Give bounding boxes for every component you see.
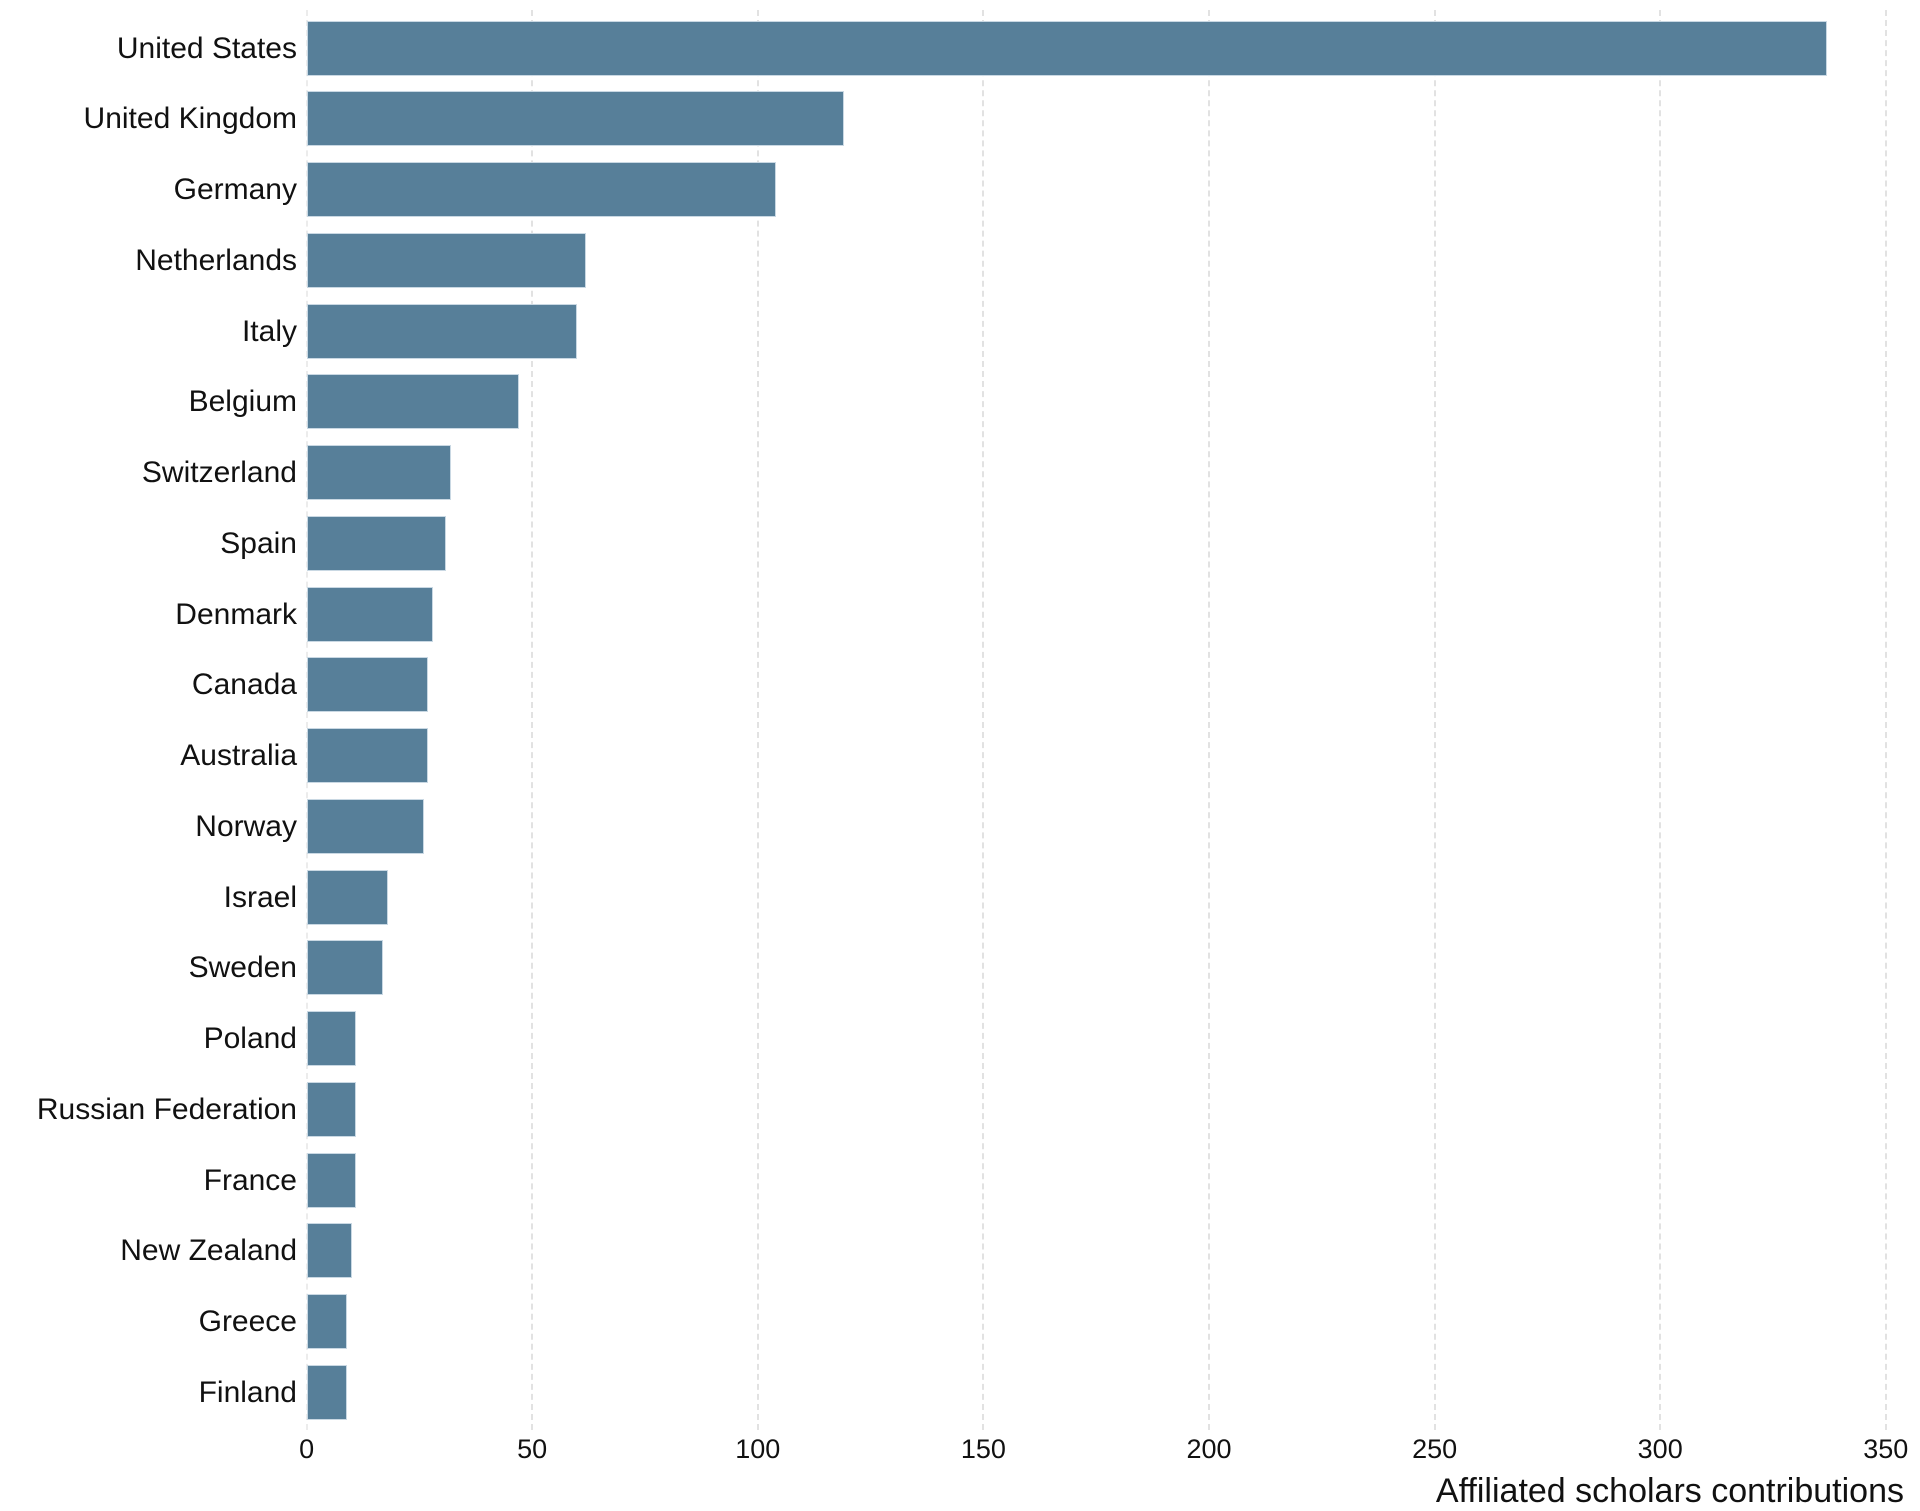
x-tick-label: 50 — [517, 1434, 548, 1464]
x-tick-label: 150 — [960, 1434, 1006, 1464]
category-label: Poland — [203, 1022, 297, 1056]
category-label: Belgium — [188, 385, 297, 419]
x-axis-title: Affiliated scholars contributions — [1435, 1472, 1904, 1510]
category-label: Switzerland — [141, 456, 297, 490]
bar — [306, 586, 433, 642]
bar — [306, 374, 519, 430]
bar — [306, 940, 384, 996]
category-label: Canada — [191, 668, 297, 702]
category-label: Australia — [180, 739, 297, 773]
bar — [306, 1081, 357, 1137]
category-label: Germany — [173, 173, 297, 207]
category-label: Russian Federation — [36, 1092, 297, 1126]
x-tick-label: 200 — [1186, 1434, 1232, 1464]
bar — [306, 869, 388, 925]
category-label: Finland — [198, 1375, 297, 1409]
bar — [306, 1011, 357, 1067]
bar — [306, 1152, 357, 1208]
gridline — [1884, 10, 1887, 1430]
x-tick-label: 250 — [1412, 1434, 1458, 1464]
category-label: Norway — [195, 809, 297, 843]
category-label: Denmark — [175, 597, 297, 631]
bar — [306, 1223, 352, 1279]
bar — [306, 728, 429, 784]
category-label: Netherlands — [135, 243, 297, 277]
category-label: New Zealand — [120, 1234, 297, 1268]
x-tick-label: 100 — [735, 1434, 781, 1464]
bar — [306, 798, 424, 854]
bar — [306, 91, 844, 147]
bar — [306, 162, 776, 218]
bar — [306, 445, 451, 501]
x-tick-label: 0 — [299, 1434, 315, 1464]
bar — [306, 515, 447, 571]
category-label: Spain — [220, 526, 297, 560]
gridline — [1208, 10, 1210, 1430]
category-label: Sweden — [188, 951, 297, 985]
x-tick-label: 350 — [1863, 1434, 1909, 1464]
bar — [306, 657, 429, 713]
bar — [306, 20, 1828, 76]
category-label: Italy — [241, 314, 297, 348]
gridline — [305, 10, 308, 1430]
category-label: Israel — [223, 880, 297, 914]
bar — [306, 232, 587, 288]
gridline — [982, 10, 985, 1430]
x-tick-label: 300 — [1637, 1434, 1683, 1464]
category-label: United States — [116, 31, 297, 65]
gridline — [756, 10, 759, 1430]
bar — [306, 303, 578, 359]
bar — [306, 1294, 348, 1350]
gridline — [1659, 10, 1662, 1430]
category-label: Greece — [198, 1305, 297, 1339]
category-label: United Kingdom — [83, 102, 297, 136]
gridline — [1433, 10, 1436, 1430]
bar — [306, 1364, 348, 1420]
gridline — [531, 10, 534, 1430]
category-label: France — [203, 1163, 297, 1197]
